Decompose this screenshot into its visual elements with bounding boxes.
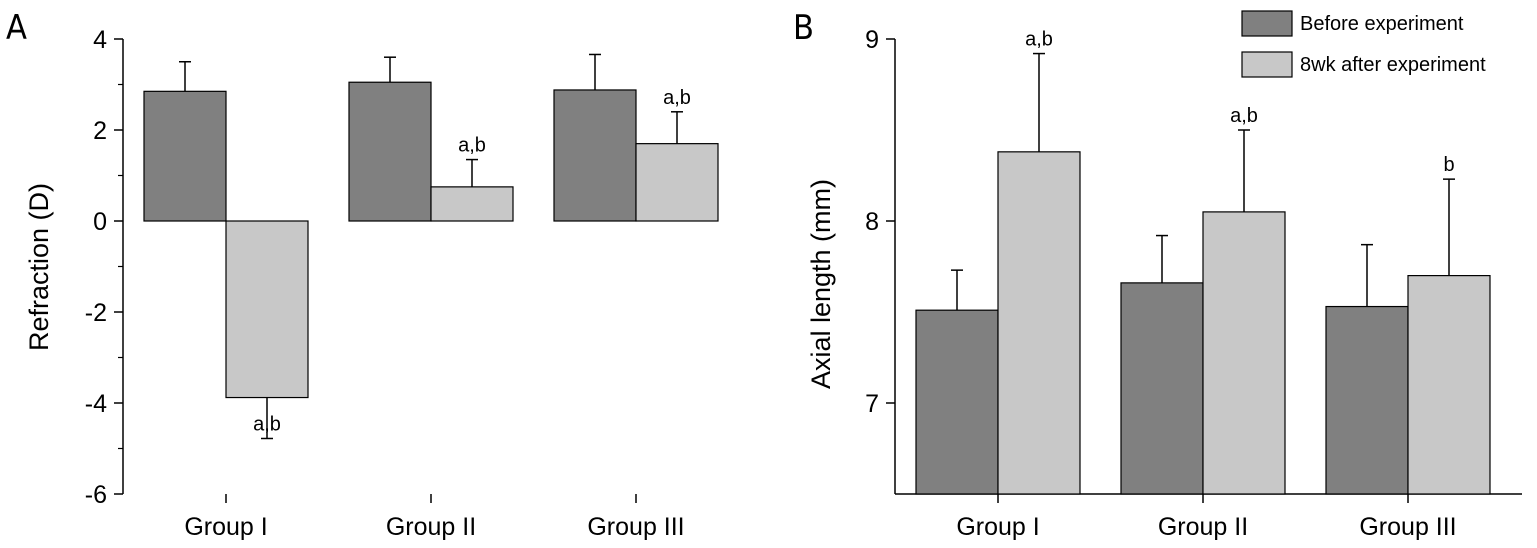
panel-b-bar	[1202, 211, 1286, 495]
panel-a-category-label: Group II	[386, 513, 476, 541]
panel-a-letter: A	[6, 8, 27, 48]
legend-swatch-after	[1241, 51, 1293, 78]
panel-a-bar	[225, 220, 309, 399]
panel-b-category-label: Group II	[1158, 513, 1248, 541]
legend: Before experiment 8wk after experiment	[1241, 10, 1486, 78]
panel-b-letter: B	[793, 8, 814, 48]
panel-a-bar	[143, 90, 227, 222]
panel-a-chart: A Refraction (D) 4 2 0 -2 -4 -6 Group I Group I…	[6, 8, 719, 541]
panel-a-category-label: Group I	[184, 513, 267, 541]
panel-a-bar	[348, 81, 432, 222]
panel-b-y-axis-title: Axial length (mm)	[806, 179, 836, 389]
panel-b-significance-label: b	[1443, 154, 1454, 176]
panel-a-bar	[553, 89, 637, 222]
panel-a-significance-label: a,b	[663, 87, 691, 109]
panel-b-chart: B Axial length (mm) 9 8 7 Group I Group II Gr…	[793, 8, 1522, 541]
panel-b-y-tick-label: 9	[865, 26, 879, 54]
panel-b-significance-label: a,b	[1230, 105, 1258, 127]
panel-b-bar	[997, 151, 1081, 495]
panel-a-y-tick-label: 0	[93, 208, 107, 236]
panel-a-significance-label: a,b	[458, 135, 486, 157]
legend-swatch-before	[1241, 10, 1293, 37]
panel-b-bar	[1325, 305, 1409, 495]
panel-a-bar	[430, 186, 514, 222]
legend-label-after: 8wk after experiment	[1300, 54, 1486, 76]
legend-label-before: Before experiment	[1300, 13, 1464, 35]
panel-a-bar	[635, 143, 719, 222]
panel-b-bar	[1407, 275, 1491, 495]
panel-b-category-label: Group III	[1359, 513, 1456, 541]
panel-b-y-tick-label: 8	[865, 208, 879, 236]
panel-a-category-label: Group III	[587, 513, 684, 541]
panel-b-bar	[915, 309, 999, 495]
panel-a-y-axis-title: Refraction (D)	[24, 183, 54, 351]
panel-b-significance-label: a,b	[1025, 29, 1053, 51]
panel-a-y-tick-label: -6	[85, 481, 107, 509]
panel-a-y-tick-label: 4	[93, 26, 107, 54]
panel-b-category-label: Group I	[956, 513, 1039, 541]
panel-a-significance-label: a,b	[253, 413, 281, 435]
panel-a-y-tick-label: -2	[85, 299, 107, 327]
panel-a-y-tick-label: 2	[93, 117, 107, 145]
panel-b-bar	[1120, 282, 1204, 495]
panel-b-y-tick-label: 7	[865, 390, 879, 418]
panel-a-y-tick-label: -4	[85, 390, 107, 418]
